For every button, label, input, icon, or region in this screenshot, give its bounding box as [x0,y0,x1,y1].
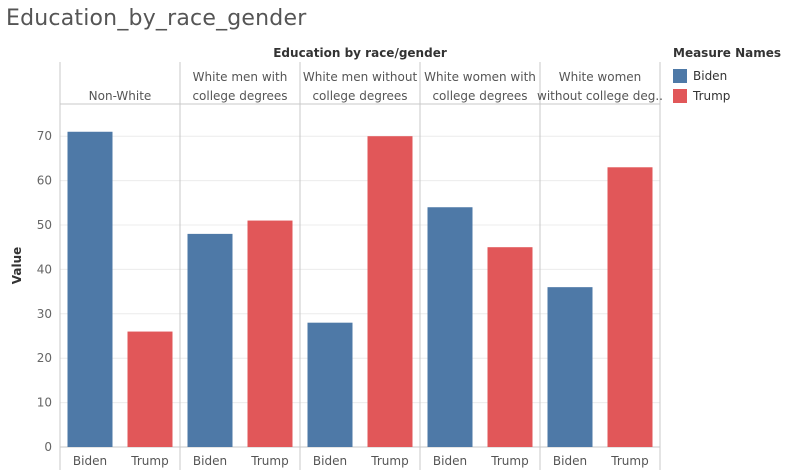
panel-header-label: college degrees [192,89,287,103]
x-tick-label: Trump [250,454,288,468]
panel-header-label: White men with [193,70,288,84]
bar-trump [367,136,413,447]
legend-label-biden: Biden [693,69,728,83]
panel-header-label: White men without [303,70,418,84]
panel-header-label: college degrees [312,89,407,103]
x-tick-label: Biden [193,454,227,468]
x-tick-label: Trump [130,454,168,468]
x-tick-label: Biden [313,454,347,468]
y-tick-label: 40 [37,262,52,276]
legend-swatch-trump [673,89,687,103]
legend-title: Measure Names [673,46,782,60]
bar-trump [247,220,293,447]
bar-trump [127,331,173,447]
y-axis-label: Value [10,247,24,285]
x-tick-label: Biden [433,454,467,468]
panel-header-label: White women with [424,70,536,84]
sheet-title: Education_by_race_gender [6,6,307,31]
y-tick-label: 50 [37,218,52,232]
x-tick-label: Biden [553,454,587,468]
x-tick-label: Biden [73,454,107,468]
chart-title: Education by race/gender [273,46,447,60]
panel-header-label: college degrees [432,89,527,103]
bar-biden [67,131,113,447]
bar-biden [187,233,233,447]
x-tick-label: Trump [610,454,648,468]
panel-header-label: without college deg.. [537,89,663,103]
bar-trump [607,167,653,447]
legend-item-trump[interactable]: Trump [673,86,781,106]
bar-biden [547,287,593,447]
bar-biden [427,207,473,447]
y-tick-label: 60 [37,174,52,188]
panel-header-label: White women [559,70,642,84]
x-tick-label: Trump [490,454,528,468]
x-tick-label: Trump [370,454,408,468]
y-tick-label: 10 [37,396,52,410]
y-tick-label: 0 [44,440,52,454]
y-tick-label: 30 [37,307,52,321]
legend-label-trump: Trump [693,89,731,103]
legend: Measure Names Biden Trump [673,46,781,106]
bar-trump [487,247,533,447]
y-tick-label: 70 [37,129,52,143]
panel-header-label: Non-White [89,89,152,103]
legend-swatch-biden [673,69,687,83]
legend-item-biden[interactable]: Biden [673,66,781,86]
y-tick-label: 20 [37,351,52,365]
bar-biden [307,322,353,447]
